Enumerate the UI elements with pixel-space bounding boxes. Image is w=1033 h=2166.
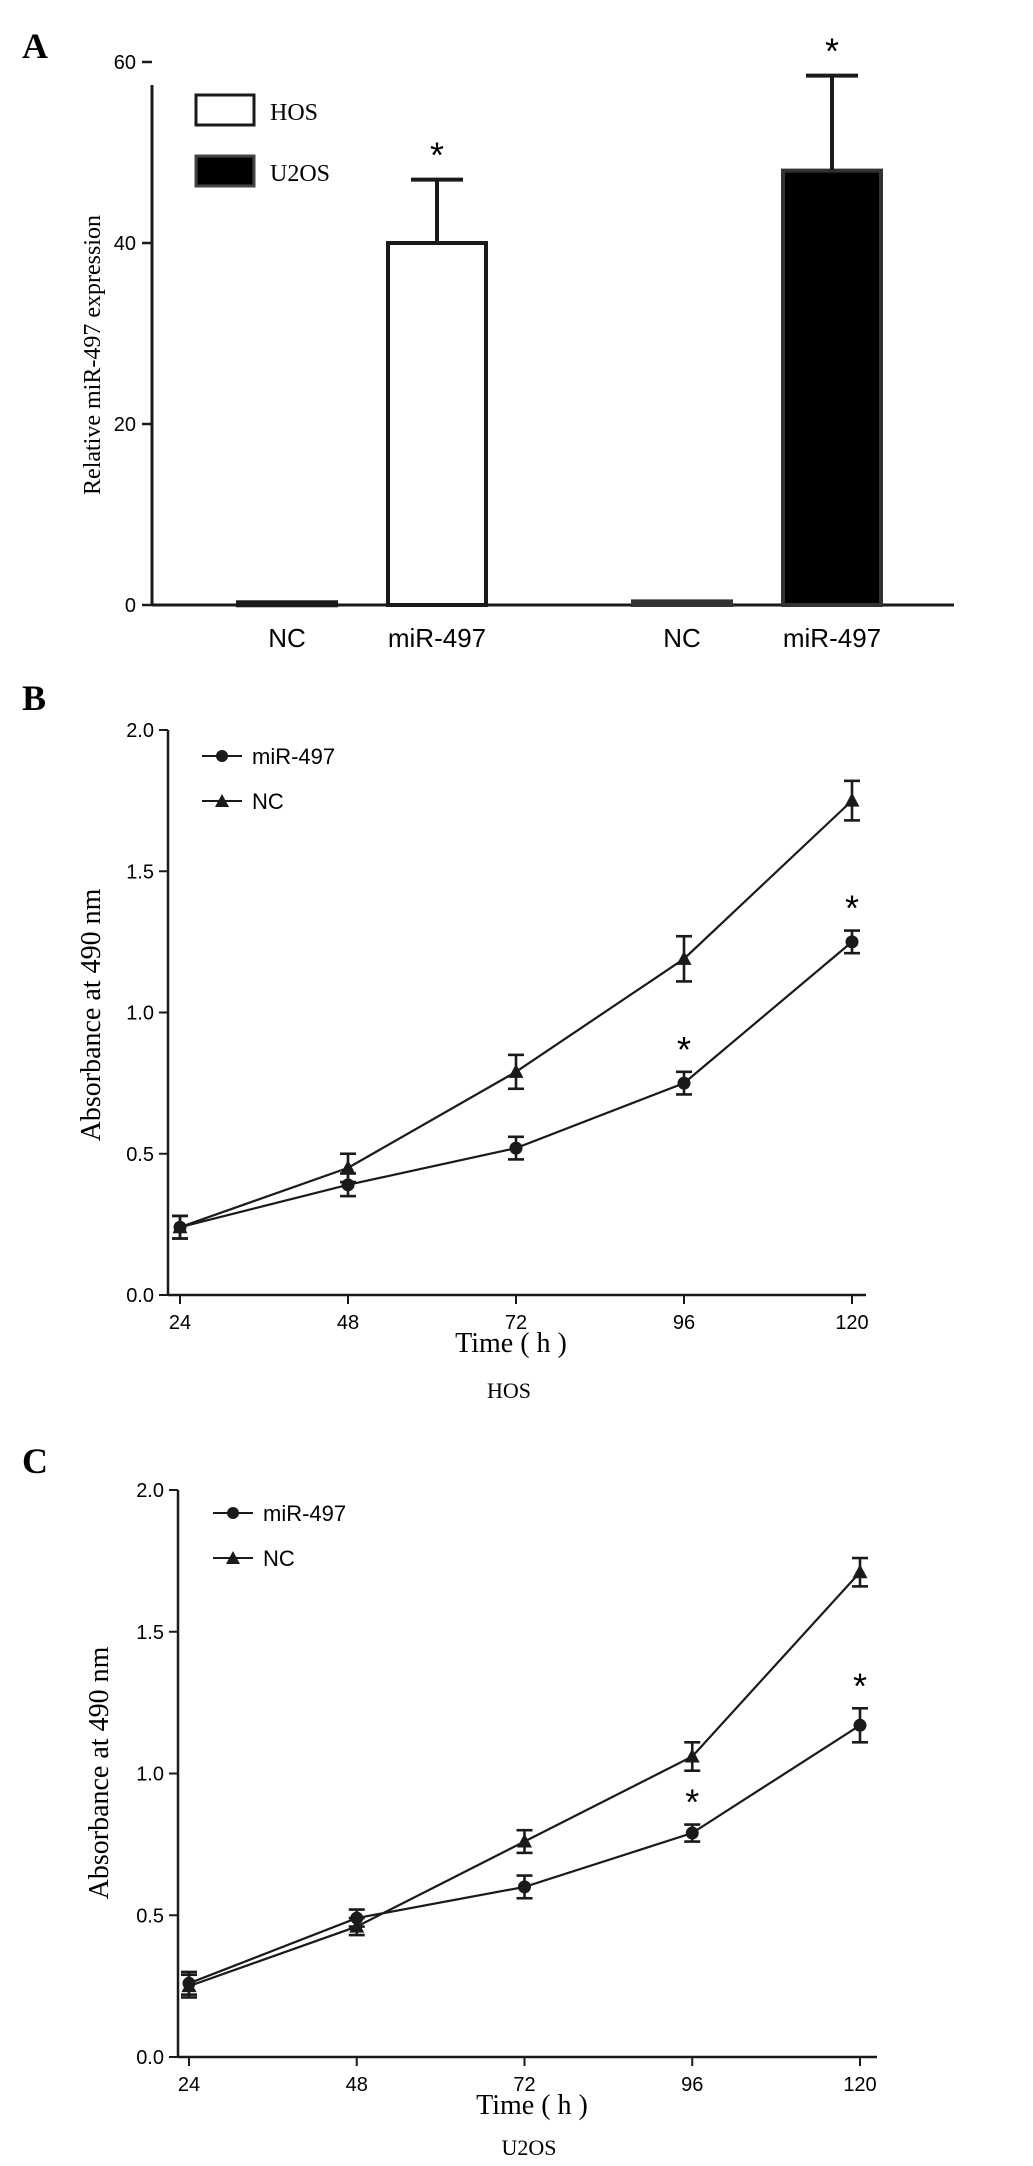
legend-swatch-hos	[194, 93, 256, 127]
panel-a-bar-chart: Relative miR-497 expression 0 20 40 60 NC * m…	[80, 31, 954, 653]
bar-u2os-mir-497	[781, 168, 883, 607]
panel-b-point-mir-497	[509, 1141, 523, 1155]
panel-a-y-tick-label: 0	[125, 595, 136, 617]
legend-marker-mir497-b	[216, 750, 228, 762]
panel-c-y-tick-label: 2.0	[136, 1480, 164, 1502]
panel-b-point-nc	[508, 1063, 524, 1078]
panel-c-y-axis-label: Absorbance at 490 nm	[84, 1646, 115, 1899]
panel-c-y-tick-label: 0.0	[136, 2047, 164, 2069]
panel-b-point-nc	[340, 1159, 356, 1174]
significance-marker: *	[430, 135, 444, 176]
panel-c-x-tick-label: 48	[346, 2074, 368, 2096]
panel-b-x-tick-label: 24	[169, 1312, 191, 1334]
panel-b-significance-marker: *	[845, 888, 859, 929]
panel-a-y-tick-label: 20	[114, 414, 136, 436]
panel-b-significance-marker: *	[677, 1029, 691, 1070]
panel-b-point-mir-497	[677, 1076, 691, 1090]
panel-a-category-label: miR-497	[783, 623, 881, 653]
panel-b-x-tick-label: 72	[505, 1312, 527, 1334]
panel-letter-c: C	[22, 1441, 48, 1481]
panel-c-point-nc	[852, 1564, 868, 1579]
legend-swatch-u2os	[194, 154, 256, 188]
significance-marker: *	[825, 31, 839, 72]
panel-c-point-mir-497	[685, 1826, 699, 1840]
panel-b-series-line-nc	[179, 799, 853, 1229]
legend-marker-mir497-c	[227, 1507, 239, 1519]
legend-label-nc-b: NC	[252, 789, 284, 814]
panel-c-point-nc	[349, 1918, 365, 1933]
panel-b-x-tick-label: 96	[673, 1312, 695, 1334]
panel-a-y-tick-label: 40	[114, 233, 136, 255]
panel-b-y-axis-label: Absorbance at 490 nm	[76, 888, 107, 1141]
panel-c-x-tick-label: 24	[178, 2074, 200, 2096]
panel-c-y-tick-label: 0.5	[136, 1905, 164, 1927]
panel-c-significance-marker: *	[853, 1665, 867, 1706]
panel-b-line-chart: Absorbance at 490 nm 0.0 0.5 1.0 1.5 2.0 24 48…	[76, 720, 869, 1403]
panel-b-y-tick-label: 2.0	[126, 720, 154, 742]
panel-a-y-tick-label: 60	[114, 52, 136, 74]
panel-letter-a: A	[22, 26, 48, 66]
panel-c-y-tick-label: 1.0	[136, 1764, 164, 1786]
legend-label-nc-c: NC	[263, 1546, 295, 1571]
panel-c-point-nc	[684, 1748, 700, 1763]
panel-c-x-axis-label: Time ( h )	[476, 2090, 588, 2121]
bar-hos-mir-497	[386, 241, 488, 607]
panel-a-category-label: miR-497	[388, 623, 486, 653]
panel-b-x-axis-label: Time ( h )	[455, 1328, 567, 1359]
panel-b-point-mir-497	[845, 935, 859, 949]
legend-label-mir497-c: miR-497	[263, 1501, 346, 1526]
legend-label-hos: HOS	[270, 100, 318, 126]
panel-c-point-nc	[181, 1978, 197, 1993]
panel-c-line-chart: Absorbance at 490 nm 0.0 0.5 1.0 1.5 2.0 24 48…	[84, 1480, 877, 2160]
panel-c-significance-marker: *	[685, 1782, 699, 1823]
panel-letter-b: B	[22, 678, 46, 718]
legend-marker-nc-b	[215, 794, 229, 807]
panel-c-x-tick-label: 120	[843, 2074, 876, 2096]
panel-c-point-mir-497	[518, 1880, 531, 1894]
legend-label-u2os: U2OS	[270, 161, 330, 187]
panel-b-x-tick-label: 120	[835, 1312, 868, 1334]
panel-b-y-tick-label: 1.5	[126, 861, 154, 883]
panel-a-category-label: NC	[268, 623, 306, 653]
bar-hos-nc	[236, 600, 338, 608]
panel-a-category-label: NC	[663, 623, 701, 653]
panel-c-series-line-mir-497	[188, 1724, 861, 1985]
legend-label-mir497-b: miR-497	[252, 744, 335, 769]
panel-b-point-nc	[676, 950, 692, 965]
panel-c-y-tick-label: 1.5	[136, 1622, 164, 1644]
panel-c-point-mir-497	[853, 1718, 867, 1732]
panel-b-subtitle: HOS	[487, 1378, 531, 1403]
panel-c-x-tick-label: 96	[681, 2074, 703, 2096]
panel-b-y-tick-label: 0.5	[126, 1144, 154, 1166]
panel-a-y-axis-label: Relative miR-497 expression	[80, 215, 106, 495]
panel-c-x-tick-label: 72	[513, 2074, 535, 2096]
panel-c-subtitle: U2OS	[501, 2135, 556, 2160]
panel-b-point-nc	[172, 1219, 188, 1234]
bar-u2os-nc	[631, 599, 733, 608]
panel-c-series-line-nc	[188, 1571, 861, 1988]
legend-marker-nc-c	[226, 1551, 240, 1564]
panel-b-y-tick-label: 0.0	[126, 1285, 154, 1307]
panel-b-x-tick-label: 48	[337, 1312, 359, 1334]
panel-b-point-nc	[844, 792, 860, 807]
panel-b-y-tick-label: 1.0	[126, 1003, 154, 1025]
panel-c-point-nc	[517, 1833, 532, 1848]
